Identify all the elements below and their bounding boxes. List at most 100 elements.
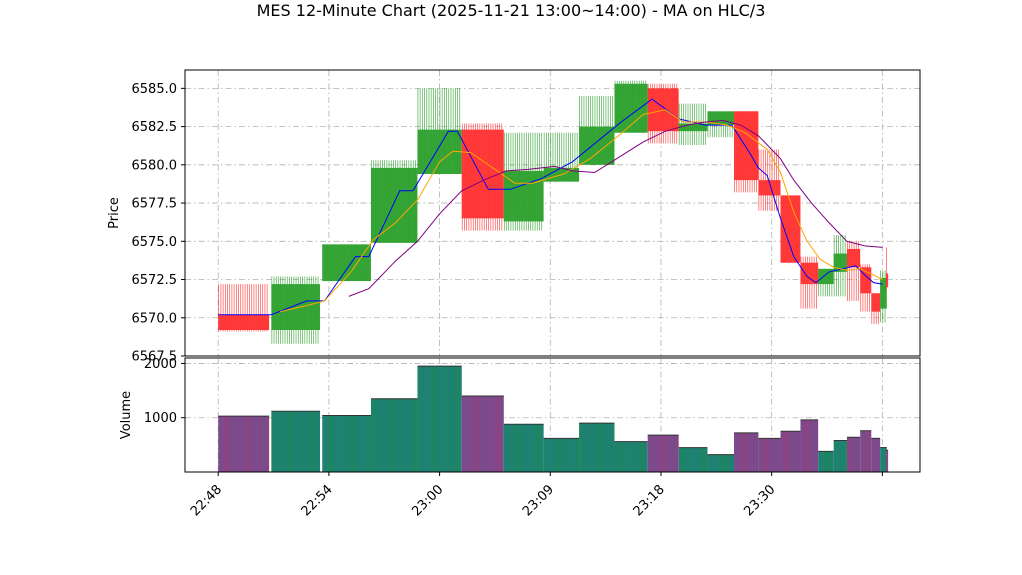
volume-ytick-label: 1000 — [144, 411, 177, 426]
bearish-candle — [461, 123, 504, 231]
candle-body — [860, 267, 872, 294]
candle-body — [818, 268, 834, 285]
volume-bar — [678, 447, 708, 472]
bullish-candle — [503, 132, 544, 231]
candle-body — [880, 278, 887, 309]
price-ytick-label: 6575.0 — [132, 235, 178, 250]
candle-body — [800, 262, 819, 285]
volume-bar — [885, 449, 889, 472]
volume-bar — [647, 434, 679, 472]
volume-bar-fill — [707, 454, 735, 472]
x-tick-label: 22:54 — [299, 482, 336, 519]
bullish-candle — [271, 276, 321, 344]
volume-bar — [833, 440, 847, 472]
x-tick-label: 23:09 — [520, 482, 557, 519]
candle-body — [758, 180, 781, 196]
volume-bar — [860, 430, 872, 472]
candle-body — [678, 123, 708, 132]
x-tick-label: 23:00 — [409, 482, 446, 519]
candle-body — [271, 284, 321, 330]
volume-bar — [780, 430, 801, 472]
volume-bar — [579, 422, 615, 472]
price-y-axis-ticks: 6567.5 6570.0 6572.5 6575.0 6577.5 6580.0 6582… — [132, 82, 185, 365]
volume-ytick-label: 2000 — [144, 357, 177, 372]
volume-bar-fill — [833, 440, 847, 472]
volume-bar-fill — [800, 419, 819, 472]
price-ytick-label: 6582.5 — [132, 120, 178, 135]
volume-bar — [461, 395, 504, 472]
bearish-candle — [871, 293, 881, 324]
volume-bar — [322, 415, 371, 472]
volume-bar — [871, 437, 881, 472]
price-ytick-label: 6570.0 — [132, 311, 178, 326]
volume-bar-fill — [322, 415, 371, 472]
volume-bar — [503, 423, 544, 472]
bearish-candle — [800, 256, 819, 309]
volume-y-axis-ticks: 1000 2000 — [144, 357, 185, 426]
x-tick-label: 23:18 — [631, 482, 668, 519]
volume-bar — [614, 441, 648, 472]
volume-bar — [800, 419, 819, 472]
volume-bar — [370, 398, 418, 472]
bullish-candle — [880, 270, 887, 323]
candle-body — [846, 248, 861, 268]
candle-body — [885, 273, 889, 288]
candle-body — [370, 167, 418, 243]
candle-body — [871, 293, 881, 312]
price-ytick-label: 6580.0 — [132, 158, 178, 173]
candle-body — [780, 195, 801, 263]
volume-bar — [271, 410, 321, 472]
candle-body — [579, 126, 615, 165]
bullish-candle — [833, 235, 847, 297]
moving-average-line — [348, 119, 883, 297]
volume-bar — [818, 450, 834, 472]
bullish-candle — [322, 244, 371, 282]
bearish-candle — [780, 195, 801, 263]
volume-axis-label: Volume — [119, 391, 134, 439]
bearish-candle — [734, 111, 759, 193]
bullish-candle — [579, 96, 615, 165]
bearish-candle — [885, 247, 889, 291]
moving-average-line — [218, 98, 883, 316]
candle-body — [734, 111, 759, 181]
moving-average-lines — [218, 98, 883, 316]
volume-bar — [543, 437, 580, 472]
candle-body — [322, 244, 371, 282]
volume-bar — [734, 432, 759, 472]
candle-body — [218, 314, 270, 330]
price-axis-label: Price — [107, 197, 122, 229]
volume-panel-frame — [184, 357, 921, 473]
volume-bars — [218, 365, 889, 472]
bearish-candle — [846, 241, 861, 301]
moving-average-line — [280, 109, 883, 313]
volume-bar — [880, 447, 887, 472]
volume-bar — [417, 365, 462, 472]
x-axis-ticks: 22:48 22:54 23:00 23:09 23:18 23:30 — [188, 472, 883, 519]
volume-bar-fill — [846, 437, 861, 472]
price-ytick-label: 6567.5 — [132, 350, 178, 365]
price-ytick-label: 6585.0 — [132, 82, 178, 97]
candle-body — [503, 170, 544, 222]
volume-bar — [846, 436, 861, 472]
candle-body — [417, 129, 462, 174]
price-ytick-label: 6577.5 — [132, 197, 178, 212]
candle-body — [461, 129, 504, 219]
x-tick-label: 22:48 — [188, 482, 225, 519]
price-panel-frame — [184, 69, 921, 357]
volume-bar — [758, 437, 781, 472]
volume-bar-fill — [647, 435, 679, 472]
bullish-candle — [370, 160, 418, 243]
bearish-candle — [218, 284, 270, 332]
volume-bar-fill — [503, 424, 544, 472]
bearish-candle — [758, 149, 781, 211]
volume-bar-fill — [271, 411, 321, 472]
price-candles — [218, 80, 889, 344]
volume-bar-fill — [417, 366, 462, 472]
candle-body — [833, 253, 847, 272]
chart-title: MES 12-Minute Chart (2025-11-21 13:00~14… — [257, 1, 766, 20]
volume-bar — [707, 454, 735, 472]
volume-bar — [218, 415, 270, 472]
x-tick-label: 23:30 — [741, 482, 778, 519]
